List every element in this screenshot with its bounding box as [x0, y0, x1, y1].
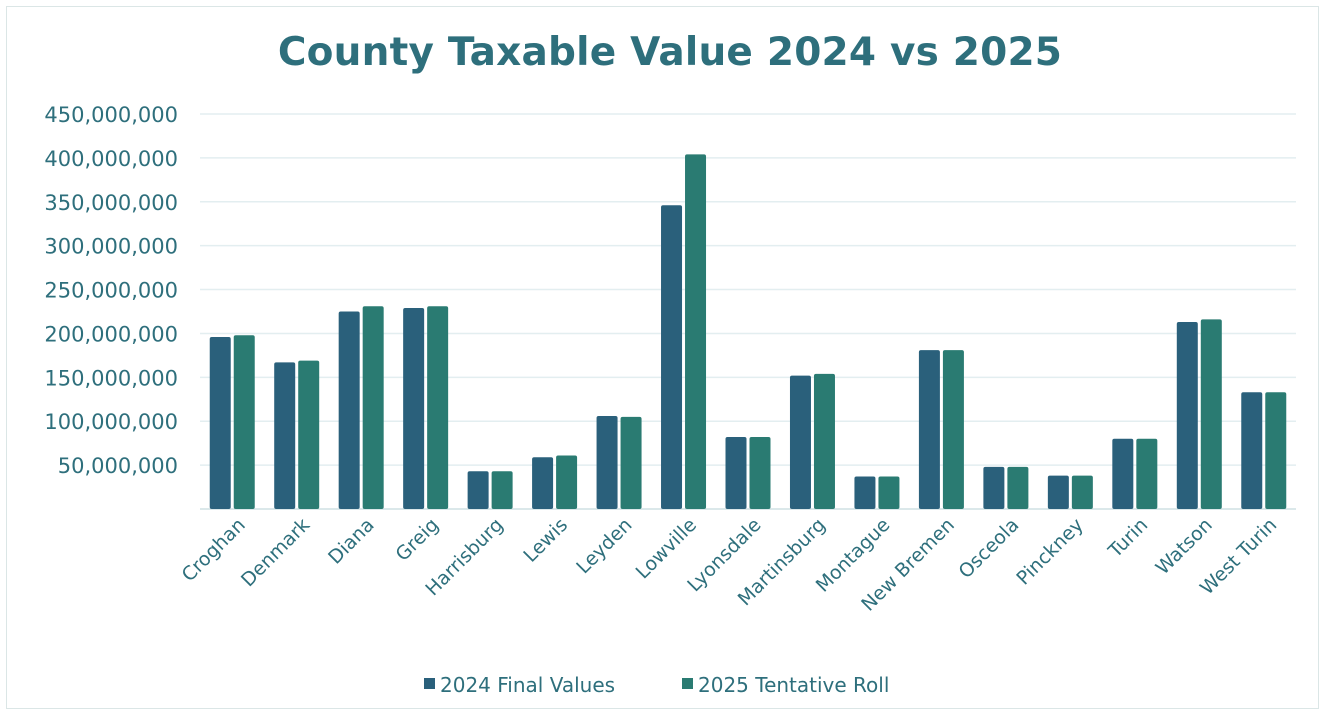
bar-new-bremen-2025 — [942, 350, 964, 509]
x-tick-label: Lewis — [519, 514, 572, 567]
y-tick-label: 200,000,000 — [44, 322, 178, 346]
y-axis-ticks: 50,000,000 100,000,000 150,000,000 200,000,… — [44, 103, 178, 478]
bar-martinsburg-2025 — [813, 373, 835, 509]
bar-leyden-2024 — [596, 415, 618, 509]
x-tick-label: Pinckney — [1012, 514, 1088, 590]
bar-pinckney-2025 — [1071, 475, 1093, 509]
bar-lewis-2025 — [556, 455, 578, 509]
y-tick-label: 100,000,000 — [44, 410, 178, 434]
bar-diana-2024 — [338, 311, 360, 509]
gridlines — [200, 113, 1296, 510]
bar-watson-2025 — [1200, 319, 1222, 509]
y-tick-label: 450,000,000 — [44, 103, 178, 127]
bar-montague-2025 — [878, 476, 900, 509]
bar-montague-2024 — [854, 476, 876, 509]
bar-west-turin-2025 — [1265, 392, 1287, 509]
chart-title: County Taxable Value 2024 vs 2025 — [277, 30, 1063, 75]
bar-croghan-2025 — [233, 335, 255, 509]
x-tick-label: Diana — [324, 514, 379, 569]
bar-lyonsdale-2024 — [725, 437, 747, 509]
bar-denmark-2025 — [298, 360, 320, 509]
bar-turin-2025 — [1136, 438, 1158, 509]
x-tick-label: Greig — [391, 514, 443, 566]
bar-pinckney-2024 — [1047, 475, 1069, 509]
x-tick-label: Watson — [1152, 514, 1217, 579]
bar-lyonsdale-2025 — [749, 437, 771, 509]
bar-harrisburg-2024 — [467, 471, 489, 509]
bar-new-bremen-2024 — [918, 350, 940, 509]
x-tick-label: Denmark — [237, 514, 314, 591]
bar-west-turin-2024 — [1241, 392, 1263, 509]
y-tick-label: 400,000,000 — [44, 147, 178, 171]
bar-diana-2025 — [362, 306, 384, 509]
bar-osceola-2024 — [983, 466, 1005, 509]
bar-lowville-2024 — [661, 205, 683, 510]
legend-swatch — [682, 678, 693, 689]
bar-lewis-2024 — [532, 457, 554, 509]
legend: 2024 Final Values 2025 Tentative Roll — [424, 673, 889, 697]
y-tick-label: 350,000,000 — [44, 191, 178, 215]
bar-watson-2024 — [1176, 322, 1198, 509]
bars — [209, 154, 1287, 510]
bar-denmark-2024 — [274, 362, 296, 509]
x-tick-label: Leyden — [572, 514, 636, 578]
y-tick-label: 250,000,000 — [44, 279, 178, 303]
bar-greig-2024 — [403, 307, 425, 509]
bar-lowville-2025 — [685, 154, 707, 509]
y-tick-label: 300,000,000 — [44, 235, 178, 259]
bar-croghan-2024 — [209, 336, 231, 509]
bar-martinsburg-2024 — [789, 375, 811, 509]
bar-greig-2025 — [427, 306, 449, 509]
x-tick-label: Turin — [1104, 514, 1153, 563]
legend-swatch — [424, 678, 435, 689]
bar-turin-2024 — [1112, 438, 1134, 509]
y-tick-label: 150,000,000 — [44, 366, 178, 390]
y-tick-label: 50,000,000 — [58, 454, 178, 478]
legend-label: 2024 Final Values — [440, 673, 615, 697]
bar-harrisburg-2025 — [491, 471, 513, 509]
bar-leyden-2025 — [620, 416, 642, 509]
legend-label: 2025 Tentative Roll — [698, 673, 889, 697]
bar-osceola-2025 — [1007, 466, 1029, 509]
